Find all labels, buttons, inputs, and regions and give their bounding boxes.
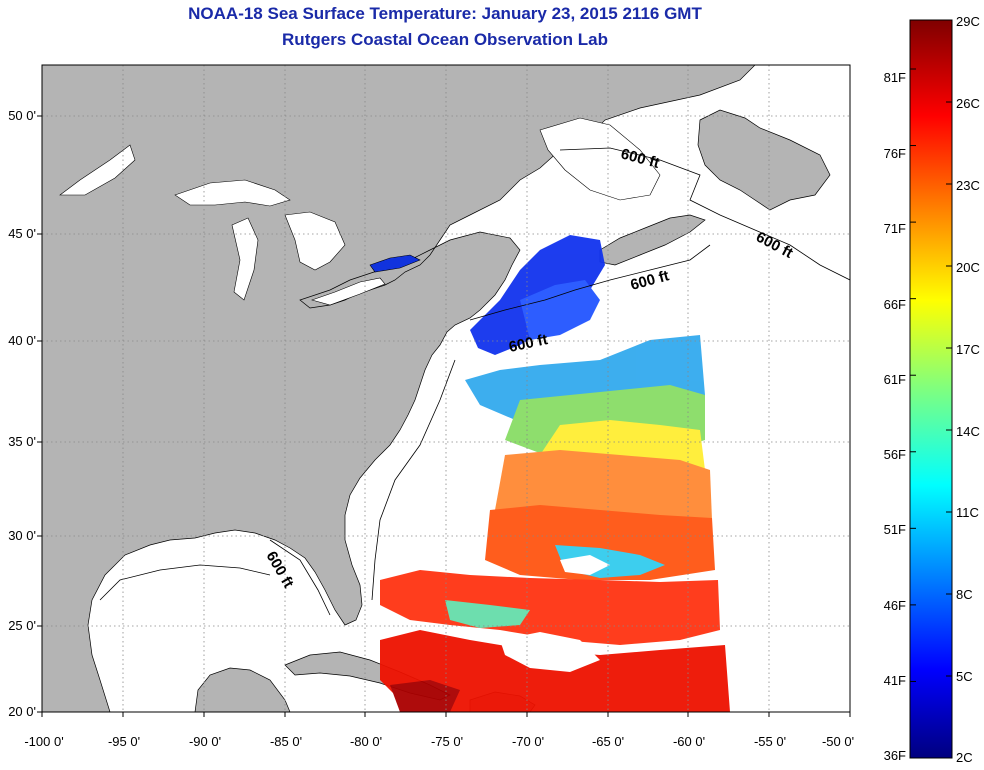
colorbar-fahrenheit-label: 81F: [883, 70, 906, 85]
map-title: NOAA-18 Sea Surface Temperature: January…: [188, 4, 702, 23]
x-tick-label: -55 0': [753, 734, 787, 749]
y-tick-label: 30 0': [8, 528, 36, 543]
x-tick-label: -60 0': [672, 734, 706, 749]
newfoundland-land: [697, 109, 831, 211]
map-subtitle: Rutgers Coastal Ocean Observation Lab: [282, 30, 608, 49]
x-tick-label: -100 0': [24, 734, 64, 749]
yucatan-land: [194, 667, 291, 712]
x-tick-label: -75 0': [430, 734, 464, 749]
depth-contours: [99, 147, 850, 616]
y-tick-label: 20 0': [8, 704, 36, 719]
y-tick-label: 50 0': [8, 108, 36, 123]
x-tick-label: -50 0': [821, 734, 855, 749]
north-america-land: [42, 65, 756, 712]
lake-huron: [284, 211, 346, 271]
lake-ontario: [369, 254, 421, 273]
colorbar-celsius-label: 20C: [956, 260, 980, 275]
colorbar-celsius-label: 29C: [956, 14, 980, 29]
colorbar-fahrenheit-label: 41F: [883, 673, 906, 688]
lake-michigan: [231, 217, 259, 301]
y-tick-label: 40 0': [8, 333, 36, 348]
x-tick-label: -90 0': [188, 734, 222, 749]
colorbar-celsius-label: 8C: [956, 587, 973, 602]
colorbar-fahrenheit-label: 66F: [883, 297, 906, 312]
lake-winnipeg: [59, 144, 136, 196]
nova-scotia-land: [599, 214, 706, 266]
colorbar-celsius-label: 2C: [956, 750, 973, 765]
y-tick-label: 25 0': [8, 618, 36, 633]
colorbar-fahrenheit-label: 36F: [883, 748, 906, 763]
colorbar-celsius-label: 5C: [956, 669, 973, 684]
colorbar-fahrenheit-label: 51F: [883, 522, 906, 537]
y-tick-label: 45 0': [8, 226, 36, 241]
colorbar: [909, 19, 953, 759]
colorbar-celsius-label: 26C: [956, 96, 980, 111]
colorbar-celsius-label: 14C: [956, 424, 980, 439]
sst-data-overlay: [380, 235, 730, 712]
x-tick-label: -85 0': [269, 734, 303, 749]
colorbar-celsius-label: 17C: [956, 342, 980, 357]
colorbar-celsius-label: 23C: [956, 178, 980, 193]
y-tick-label: 35 0': [8, 434, 36, 449]
colorbar-fahrenheit-label: 71F: [883, 221, 906, 236]
x-tick-label: -70 0': [511, 734, 545, 749]
colorbar-fahrenheit-label: 46F: [883, 598, 906, 613]
colorbar-ticks: [910, 19, 952, 759]
colorbar-fahrenheit-label: 56F: [883, 447, 906, 462]
lake-erie: [310, 277, 386, 306]
x-tick-label: -95 0': [107, 734, 141, 749]
x-tick-label: -65 0': [591, 734, 625, 749]
colorbar-celsius-label: 11C: [956, 505, 979, 520]
map-tick-marks: [37, 115, 851, 717]
gulf-st-lawrence: [539, 117, 661, 201]
x-tick-label: -80 0': [349, 734, 383, 749]
colorbar-fahrenheit-label: 76F: [883, 146, 906, 161]
colorbar-fahrenheit-label: 61F: [883, 372, 906, 387]
